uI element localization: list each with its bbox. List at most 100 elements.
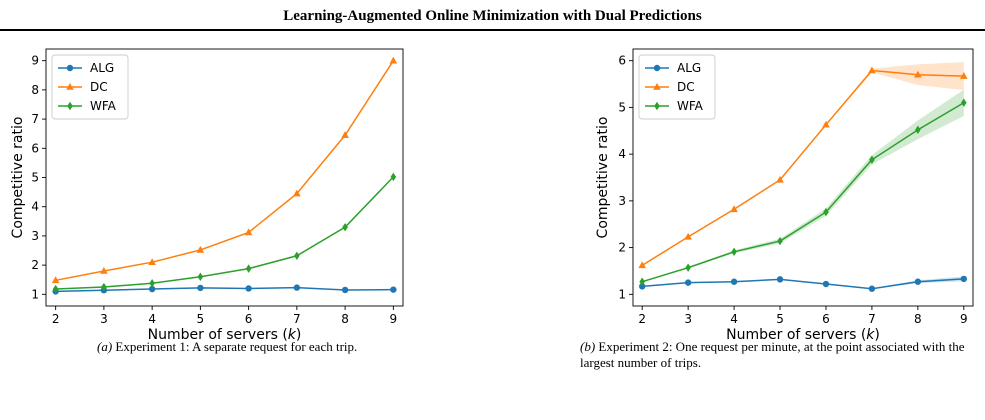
legend-marker [66, 83, 74, 90]
data-point-alg [684, 279, 692, 286]
data-point-dc [914, 70, 922, 78]
x-tick-label: 9 [390, 312, 398, 326]
page-header: Learning-Augmented Online Minimization w… [0, 0, 985, 31]
legend-marker [654, 101, 660, 111]
data-point-wfa [342, 222, 348, 232]
x-axis-label: Number of servers (k) [726, 327, 880, 343]
legend-label: WFA [677, 99, 704, 113]
legend-marker [67, 101, 73, 111]
data-point-wfa [639, 277, 645, 286]
data-point-dc [341, 131, 349, 138]
legend-label: DC [677, 80, 695, 94]
x-tick-label: 4 [730, 312, 738, 326]
y-tick-label: 3 [618, 194, 626, 208]
x-tick-label: 3 [684, 312, 692, 326]
x-tick-label: 9 [960, 312, 968, 326]
data-point-dc [148, 258, 156, 265]
header-rule [0, 29, 985, 31]
x-tick-label: 8 [341, 312, 349, 326]
data-point-alg [245, 285, 252, 292]
data-point-dc [51, 276, 60, 284]
legend-label: WFA [90, 99, 117, 113]
y-tick-label: 5 [618, 100, 626, 114]
legend: ALG DC WFA [638, 54, 716, 120]
series-band-dc [642, 62, 964, 266]
data-point-wfa [101, 282, 107, 292]
y-tick-label: 4 [31, 200, 39, 214]
caption-a: (a) Experiment 1: A separate request for… [97, 339, 427, 355]
data-point-wfa [52, 284, 59, 294]
legend-marker [653, 83, 661, 90]
data-point-alg [960, 275, 968, 283]
legend-label: ALG [677, 61, 701, 75]
legend-label: ALG [90, 61, 114, 75]
y-tick-label: 7 [31, 112, 39, 126]
y-tick-label: 8 [31, 83, 39, 97]
data-point-wfa [685, 263, 691, 272]
data-point-dc [868, 66, 876, 74]
x-tick-label: 2 [638, 312, 646, 326]
x-tick-label: 3 [100, 312, 108, 326]
plot-frame [632, 48, 974, 307]
data-point-dc [822, 120, 830, 128]
data-point-wfa [245, 264, 252, 273]
data-point-wfa [294, 251, 300, 260]
data-point-alg [776, 276, 784, 283]
data-point-alg [341, 286, 349, 294]
series-line-dc [641, 69, 964, 266]
series-line-wfa [641, 102, 965, 283]
x-axis-label: Number of servers (k) [148, 327, 302, 343]
caption-a-text: Experiment 1: A separate request for eac… [115, 339, 358, 354]
x-tick-label: 5 [776, 312, 784, 326]
data-point-wfa [869, 155, 875, 164]
data-point-alg [730, 278, 738, 285]
y-axis-label: Competitive ratio [595, 117, 611, 239]
data-point-alg [197, 284, 204, 292]
data-point-alg [868, 285, 876, 292]
x-tick-label: 6 [822, 312, 830, 326]
data-point-dc [389, 56, 398, 64]
data-point-dc [100, 266, 108, 274]
legend-marker [653, 64, 661, 72]
y-tick-label: 1 [618, 287, 626, 301]
series-line-wfa [55, 176, 394, 290]
data-point-wfa [823, 207, 829, 217]
legend-marker [66, 64, 74, 72]
running-title: Learning-Augmented Online Minimization w… [283, 8, 702, 24]
data-point-dc [960, 72, 968, 79]
data-point-wfa [777, 236, 783, 246]
x-tick-label: 4 [148, 312, 156, 326]
x-tick-label: 2 [52, 312, 60, 326]
data-point-dc [730, 205, 738, 213]
data-point-alg [638, 283, 646, 290]
data-point-wfa [390, 172, 397, 182]
data-point-alg [293, 284, 301, 291]
caption-b: (b) Experiment 2: One request per minute… [580, 339, 980, 371]
y-tick-label: 2 [31, 258, 39, 272]
y-tick-label: 4 [618, 147, 626, 161]
x-tick-label: 6 [245, 312, 253, 326]
data-point-alg [148, 285, 156, 293]
series-line-alg [55, 286, 394, 293]
series-line-dc [55, 60, 394, 282]
data-point-wfa [961, 98, 967, 107]
data-point-dc [776, 175, 784, 183]
x-tick-label: 8 [914, 312, 922, 326]
data-point-dc [638, 261, 646, 269]
y-tick-label: 6 [31, 141, 39, 155]
data-point-alg [914, 278, 922, 285]
x-tick-label: 7 [293, 312, 301, 326]
legend-label: DC [90, 80, 108, 94]
caption-a-tag: (a) [97, 339, 113, 354]
data-point-alg [822, 280, 830, 288]
series-line-alg [642, 278, 964, 290]
data-point-dc [684, 232, 692, 240]
data-point-wfa [915, 125, 921, 135]
x-tick-label: 5 [197, 312, 205, 326]
y-tick-label: 1 [31, 287, 39, 301]
data-point-wfa [197, 272, 204, 281]
data-point-dc [196, 245, 205, 253]
